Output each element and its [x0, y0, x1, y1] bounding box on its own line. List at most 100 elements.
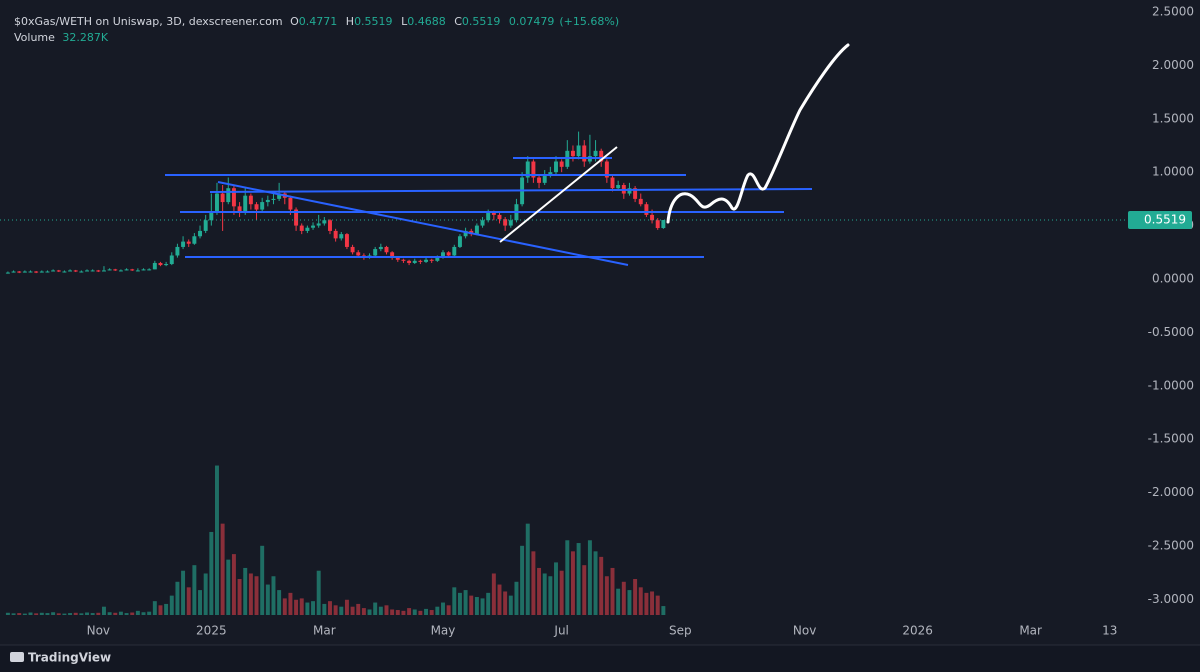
volume-bar	[220, 523, 225, 615]
c-value: 0.5519	[461, 15, 501, 28]
volume-bar	[11, 613, 16, 615]
candle-body	[559, 161, 564, 167]
volume-bar	[497, 584, 502, 615]
volume-bar	[322, 603, 327, 615]
volume-bar	[418, 610, 423, 615]
h-label: H	[345, 15, 355, 28]
candle-body	[412, 260, 417, 263]
h-value: 0.5519	[354, 15, 393, 28]
volume-bar	[593, 551, 598, 615]
volume-bar	[367, 609, 372, 615]
brand-text: TradingView	[28, 651, 111, 665]
legend-header: $0xGas/WETH on Uniswap, 3D, dexscreener.…	[14, 14, 624, 46]
candle-body	[435, 257, 440, 261]
volume-bar	[661, 606, 666, 615]
candle-body	[554, 161, 558, 173]
candle-body	[633, 188, 638, 199]
candle-body	[277, 193, 282, 199]
candle-body	[616, 184, 621, 189]
candle-body	[344, 234, 349, 247]
volume-bar	[333, 605, 338, 615]
candle-body	[339, 234, 344, 239]
candle-body	[62, 271, 67, 273]
candle-body	[192, 236, 197, 244]
candle-body	[356, 252, 361, 256]
volume-bar	[39, 612, 44, 615]
candle-body	[147, 269, 152, 271]
candle-body	[11, 271, 16, 273]
volume-bar	[226, 559, 231, 615]
volume-bar	[68, 613, 73, 615]
candle-body	[508, 220, 513, 226]
volume-bar	[248, 573, 253, 615]
volume-bar	[616, 588, 621, 615]
x-tick-label: Nov	[87, 624, 110, 638]
candle-body	[141, 269, 146, 271]
candle-body	[525, 161, 530, 178]
volume-title: Volume	[14, 31, 55, 44]
volume-bar	[356, 603, 361, 615]
candle-body	[457, 236, 462, 247]
volume-bar	[604, 576, 609, 615]
volume-bar	[209, 531, 214, 615]
volume-bar	[655, 595, 660, 615]
volume-bar	[542, 573, 547, 615]
y-tick-label: 0.0000	[1152, 271, 1194, 285]
volume-bar	[452, 587, 457, 615]
volume-bar	[62, 613, 67, 615]
volume-bar	[254, 576, 259, 615]
candle-body	[537, 177, 542, 183]
volume-bar	[463, 590, 468, 615]
y-tick-label: -0.5000	[1148, 325, 1194, 339]
volume-bar	[22, 613, 27, 615]
candle-body	[118, 270, 123, 272]
candle-body	[650, 214, 655, 221]
volume-bar	[390, 609, 395, 615]
volume-bar	[311, 601, 316, 615]
candle-body	[181, 241, 186, 247]
volume-bar	[508, 595, 513, 615]
volume-bar	[124, 613, 129, 615]
volume-bar	[474, 597, 479, 615]
volume-bar	[344, 599, 349, 615]
volume-bar	[610, 567, 615, 615]
candle-body	[429, 259, 434, 261]
volume-bar	[101, 606, 106, 615]
candle-body	[203, 220, 208, 231]
candle-body	[158, 262, 163, 266]
volume-bar	[231, 554, 236, 615]
volume-bar	[650, 591, 655, 615]
volume-bar	[214, 465, 219, 615]
volume-bar	[45, 613, 50, 615]
volume-bar	[243, 567, 248, 615]
drawn-projection	[666, 43, 850, 224]
volume-bar	[599, 556, 604, 615]
volume-bar	[316, 570, 321, 615]
volume-bar	[401, 610, 406, 615]
candle-body	[491, 212, 496, 215]
x-tick-label: 2026	[902, 624, 933, 638]
last-price-label: 0.5519	[1144, 213, 1186, 227]
candle-body	[333, 230, 338, 239]
volume-bar	[141, 612, 146, 615]
volume-bar	[429, 610, 434, 615]
y-tick-label: 1.5000	[1152, 111, 1194, 125]
candle-body	[610, 177, 615, 189]
candle-body	[231, 188, 236, 207]
volume-bar	[480, 598, 485, 615]
volume-bar	[294, 599, 299, 615]
candle-body	[113, 269, 118, 271]
volume-bar	[537, 567, 542, 615]
volume-bar	[407, 608, 412, 615]
x-tick-label: 2025	[196, 624, 227, 638]
candle-body	[45, 271, 50, 273]
volume-bar	[378, 606, 383, 615]
volume-bar	[5, 612, 10, 615]
volume-bar	[79, 613, 84, 615]
volume-bar	[271, 576, 276, 615]
candle-body	[599, 150, 604, 162]
candle-body	[73, 270, 78, 272]
candle-body	[503, 219, 508, 226]
volume-bar	[469, 595, 474, 615]
